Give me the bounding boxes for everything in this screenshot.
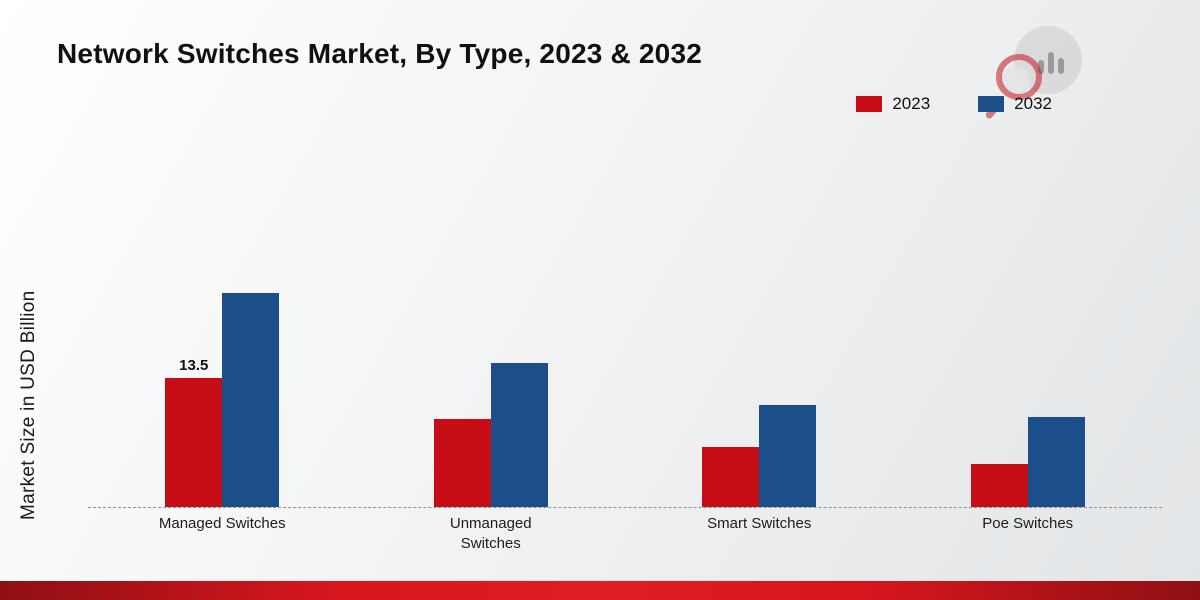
category-label: Smart Switches: [707, 515, 812, 532]
legend-label-2023: 2023: [892, 94, 931, 113]
bar-2032-poe-switches: [1027, 417, 1085, 507]
bar-2032-unmanaged-switches: [490, 363, 548, 507]
legend-item-2023: 2023: [856, 94, 930, 114]
category-labels: Managed Switches Unmanaged Switches Smart …: [88, 514, 1162, 555]
bar-group-poe-switches: [970, 417, 1085, 507]
chart-title: Network Switches Market, By Type, 2023 &…: [57, 38, 702, 69]
bar-2023-smart-switches: [702, 447, 760, 507]
bar-2023-managed-switches: [165, 378, 223, 507]
plot-area: 13.5: [88, 277, 1162, 508]
legend-swatch-2032: [978, 96, 1005, 112]
brand-logo: [984, 26, 1082, 120]
brand-bottom-strip: [0, 581, 1200, 600]
bar-2023-unmanaged-switches: [433, 419, 491, 507]
legend-swatch-2023: [856, 96, 883, 112]
category-label: Poe Switches: [982, 515, 1074, 532]
legend-item-2032: 2032: [978, 94, 1052, 114]
bar-group-managed-switches: 13.5: [165, 293, 280, 507]
magnifier-icon: [996, 54, 1042, 100]
bar-2023-poe-switches: [970, 464, 1028, 507]
legend-label-2032: 2032: [1014, 94, 1052, 113]
chart-bars-icon: [1038, 52, 1064, 74]
bar-2032-managed-switches: [222, 293, 280, 507]
y-axis-label: Market Size in USD Billion: [18, 290, 39, 520]
bar-group-unmanaged-switches: [433, 363, 548, 507]
legend: 2023 2032: [856, 94, 1052, 114]
category-label: Unmanaged Switches: [449, 515, 532, 553]
bar-2032-smart-switches: [759, 405, 817, 507]
category-label: Managed Switches: [158, 515, 286, 532]
bar-group-smart-switches: [702, 405, 817, 507]
data-label: 13.5: [179, 357, 209, 374]
